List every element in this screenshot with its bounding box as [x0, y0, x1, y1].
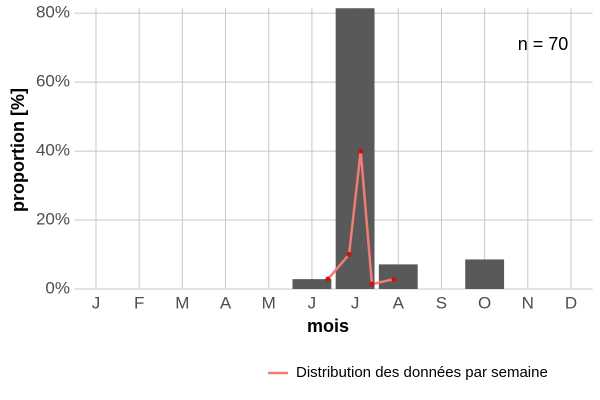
x-tick-label: A — [393, 293, 405, 312]
x-tick-label: M — [262, 293, 276, 312]
point — [346, 252, 352, 258]
x-tick-label: O — [478, 293, 491, 312]
y-tick-label: 60% — [36, 72, 70, 91]
legend-label: Distribution des données par semaine — [296, 364, 548, 381]
x-tick-label: S — [436, 293, 447, 312]
point — [369, 281, 375, 287]
y-tick-label: 0% — [45, 278, 70, 297]
x-tick-label: J — [351, 293, 360, 312]
y-tick-label: 80% — [36, 3, 70, 22]
point — [325, 276, 331, 282]
x-tick-label: F — [134, 293, 144, 312]
x-axis-title: mois — [307, 316, 349, 336]
x-tick-label: N — [522, 293, 534, 312]
x-tick-label: M — [175, 293, 189, 312]
y-tick-label: 40% — [36, 141, 70, 160]
x-tick-label: J — [308, 293, 317, 312]
x-tick-label: A — [220, 293, 232, 312]
x-tick-label: D — [565, 293, 577, 312]
point — [391, 276, 397, 282]
y-axis-title: proportion [%] — [8, 88, 28, 212]
annotation: n = 70 — [518, 34, 569, 54]
bar — [465, 259, 505, 289]
bar — [378, 264, 418, 289]
x-tick-label: J — [92, 293, 101, 312]
point — [358, 148, 364, 154]
y-tick-label: 20% — [36, 210, 70, 229]
bar — [292, 279, 332, 289]
